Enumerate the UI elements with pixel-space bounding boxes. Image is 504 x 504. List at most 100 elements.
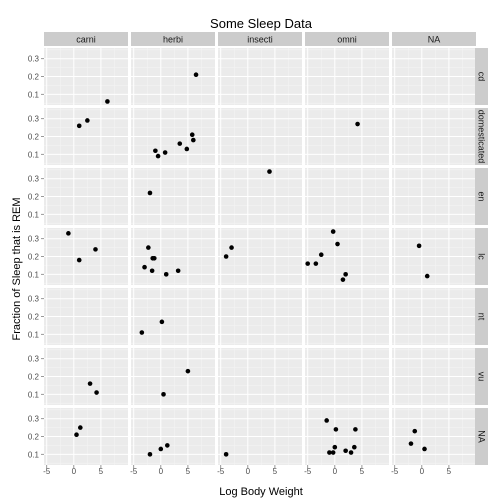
data-point [193,72,199,78]
data-point [76,123,82,129]
data-point [318,252,324,258]
data-point [330,229,336,234]
y-tick-label: 0.3 [28,355,40,364]
x-tick-label: 5 [360,467,365,476]
data-point [146,245,151,250]
data-point [184,146,190,152]
data-point [353,427,358,432]
y-tick-label: 0.3 [28,295,40,304]
data-point [149,268,155,274]
data-point [424,273,430,279]
y-tick-label: 0.1 [28,210,40,219]
y-tick-label: 0.1 [28,90,40,99]
column-strip-label: insecti [247,35,273,45]
y-tick-label: 0.2 [28,133,40,142]
y-tick-label: 0.3 [28,415,40,424]
y-tick-label: 0.2 [28,313,40,322]
data-point [94,390,99,395]
column-strip-label: NA [428,35,441,45]
facet-panels: carni herbi insecti omni NA cd domesticated en l… [28,32,488,476]
data-point [223,452,229,457]
y-tick-label: 0.3 [28,175,40,184]
x-tick-label: 5 [447,467,452,476]
x-axis-title: Log Body Weight [219,486,303,498]
data-point [175,268,181,274]
y-tick-label: 0.2 [28,193,40,202]
x-tick-label: -5 [391,467,399,476]
y-tick-label: 0.1 [28,450,40,459]
data-point [422,446,427,452]
column-strip [44,32,128,46]
data-point [335,241,340,247]
data-point [267,169,272,174]
x-tick-label: 0 [159,467,164,476]
data-point [223,254,229,259]
data-point [163,272,169,277]
row-strip-label: en [477,191,487,201]
y-tick-label: 0.1 [28,390,40,399]
data-point [177,141,183,146]
data-point [153,148,158,154]
data-point [348,450,354,455]
data-point [105,99,110,104]
data-point [155,153,161,159]
x-tick-label: 0 [246,467,251,476]
data-point [332,444,338,450]
data-point [333,427,339,432]
x-tick-label: -5 [130,467,138,476]
x-tick-label: 5 [186,467,191,476]
y-tick-label: 0.3 [28,115,40,124]
data-point [78,425,83,430]
data-point [343,448,348,454]
column-strip [305,32,389,46]
row-strip [475,228,488,285]
data-point [229,245,234,250]
data-point [185,368,191,374]
y-tick-label: 0.2 [28,433,40,442]
data-point [313,261,319,266]
data-point [189,132,195,138]
x-tick-label: 0 [420,467,425,476]
data-point [330,450,336,455]
column-strip-label: herbi [163,35,183,45]
y-tick-label: 0.1 [28,150,40,159]
data-point [305,261,311,266]
y-tick-label: 0.3 [28,235,40,244]
row-strip [475,288,488,345]
data-point [165,443,170,448]
x-tick-label: 5 [99,467,104,476]
y-tick-label: 0.2 [28,73,40,82]
row-strip-label: nt [477,313,487,321]
data-point [355,121,360,127]
x-tick-label: 0 [72,467,77,476]
x-tick-label: 5 [273,467,278,476]
y-axis-title: Fraction of Sleep that is REM [11,197,23,340]
x-tick-label: -5 [304,467,312,476]
y-tick-label: 0.3 [28,55,40,64]
data-point [66,231,71,236]
row-strip-label: domesticated [477,110,487,164]
column-strip [131,32,215,46]
data-point [408,441,414,446]
y-tick-label: 0.2 [28,373,40,382]
y-tick-label: 0.1 [28,330,40,339]
data-point [324,418,329,423]
row-strip-label: cd [477,72,487,82]
row-strip-label: lc [477,253,487,260]
data-point [416,243,422,249]
chart-title: Some Sleep Data [210,16,313,31]
data-point [158,446,164,452]
row-strip-label: vu [477,372,487,382]
row-strip [475,168,488,225]
data-point [191,137,196,143]
data-point [159,319,165,325]
x-tick-label: -5 [43,467,51,476]
data-point [87,381,93,386]
column-strip [392,32,476,46]
data-point [161,392,166,397]
x-tick-label: -5 [217,467,225,476]
data-point [152,255,157,261]
data-point [93,247,98,252]
data-point [343,272,348,277]
